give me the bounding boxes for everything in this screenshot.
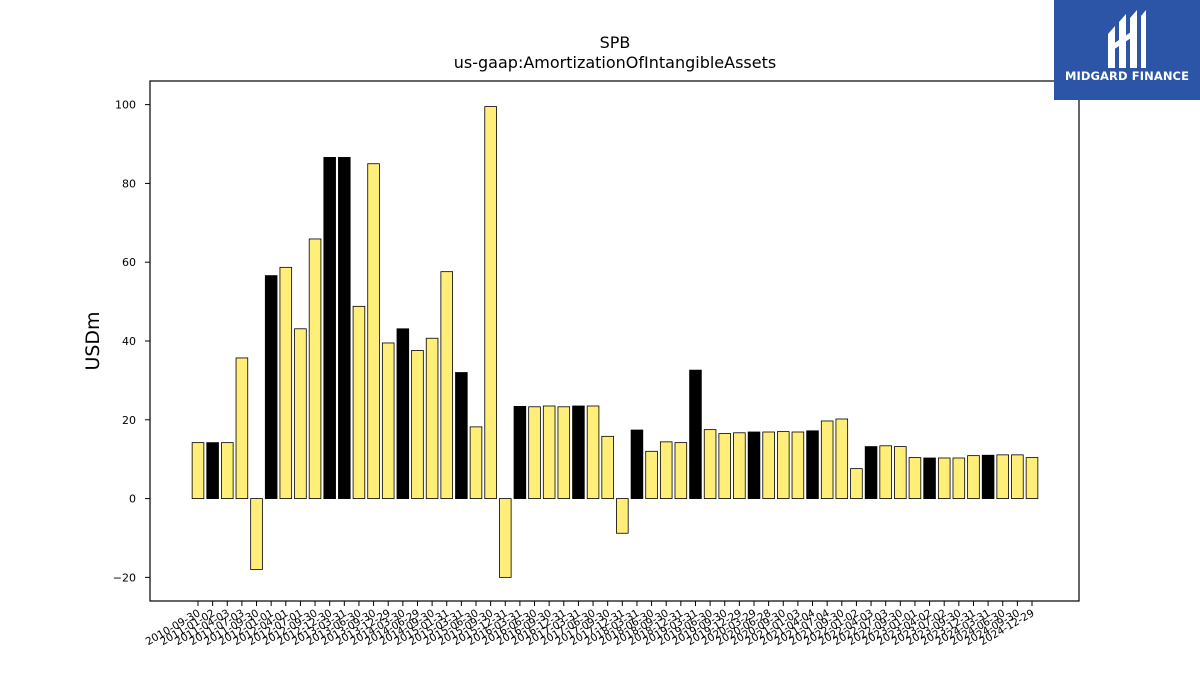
bar-2020-03-29	[747, 431, 761, 499]
bar-2012-01-01	[264, 275, 278, 499]
bar-2018-12-31	[674, 442, 688, 499]
bar-2017-03-31	[572, 405, 585, 499]
bar-2015-06-30	[469, 426, 483, 499]
bar-2023-09-30	[952, 457, 966, 499]
bar-2013-09-30	[367, 163, 380, 499]
y-tick-label: −20	[113, 571, 136, 584]
bar-2024-09-30	[1011, 454, 1024, 499]
bar-2022-07-03	[879, 445, 892, 499]
bar-2014-03-30	[396, 328, 410, 499]
bar-2023-04-02	[923, 457, 936, 499]
midgard-finance-logo: MIDGARD FINANCE	[1054, 0, 1200, 100]
chart-subtitle: us-gaap:AmortizationOfIntangibleAssets	[454, 53, 776, 72]
bar-2016-03-31	[513, 405, 527, 499]
bar-2013-12-29	[381, 342, 395, 499]
bar-2014-06-29	[411, 350, 424, 499]
x-axis-ticks: 2010-09-302011-01-022011-04-032011-07-03…	[144, 601, 1037, 648]
bar-2014-09-30	[425, 337, 439, 499]
bar-2023-12-31	[967, 455, 980, 499]
bar-2020-09-30	[777, 431, 790, 499]
bar-2015-03-31	[455, 372, 468, 499]
bar-2021-01-03	[791, 431, 805, 499]
y-axis-label: USDm	[82, 311, 104, 370]
y-tick-label: 100	[115, 99, 136, 112]
bar-2023-07-02	[937, 457, 951, 499]
bar-2024-06-30	[996, 454, 1009, 499]
y-tick-label: 80	[122, 177, 136, 190]
bar-2016-06-30	[528, 406, 541, 499]
bar-2012-04-01	[279, 266, 293, 499]
bar-2024-12-29	[1025, 457, 1039, 499]
bar-2012-09-30	[308, 238, 322, 499]
bar-2023-01-01	[908, 457, 922, 499]
bar-2015-09-30	[484, 106, 497, 499]
bar-2013-03-31	[338, 157, 351, 499]
bar-2019-03-31	[689, 369, 702, 499]
bar-2019-12-29	[733, 432, 746, 499]
plot-frame	[149, 80, 1080, 602]
bar-2024-03-31	[981, 454, 995, 499]
bar-2021-04-04	[806, 430, 819, 499]
chart-title: SPB	[600, 33, 631, 52]
bar-2019-09-30	[718, 433, 731, 499]
y-tick-label: 20	[122, 414, 136, 427]
bar-2016-09-30	[542, 405, 556, 499]
bar-2011-01-02	[206, 442, 219, 499]
bar-2017-09-30	[601, 435, 614, 499]
bar-2017-06-30	[586, 405, 600, 499]
bar-2020-06-28	[762, 431, 775, 499]
bar-2019-06-30	[703, 429, 717, 499]
bar-2012-12-30	[323, 157, 336, 499]
bar-2015-12-31	[499, 498, 512, 578]
bar-2018-09-30	[659, 441, 673, 499]
bar-2011-09-30	[250, 498, 263, 570]
bar-2021-07-04	[820, 420, 834, 499]
bar-2018-03-31	[630, 429, 644, 499]
bar-2016-12-31	[557, 406, 571, 499]
bar-2015-01-31	[440, 271, 453, 499]
bar-2021-09-30	[835, 418, 849, 499]
y-tick-label: 40	[122, 335, 136, 348]
y-tick-label: 0	[129, 493, 136, 506]
bar-2013-06-30	[352, 305, 366, 499]
bar-2011-04-03	[221, 442, 234, 499]
bar-2010-09-30	[191, 442, 205, 499]
bar-2022-09-30	[894, 446, 907, 499]
bar-2011-07-03	[235, 357, 249, 499]
bars-group	[191, 106, 1039, 578]
bar-2018-06-30	[645, 450, 658, 499]
bar-2022-04-03	[864, 446, 878, 499]
y-tick-label: 60	[122, 256, 136, 269]
bar-2012-07-01	[294, 328, 307, 499]
bar-2022-01-02	[850, 468, 863, 499]
logo-mark-icon	[1108, 10, 1146, 68]
logo-text: MIDGARD FINANCE	[1064, 69, 1190, 83]
y-axis-ticks: −20 0 20 40 60 80 100	[113, 99, 150, 584]
bar-2017-12-31	[616, 498, 629, 534]
